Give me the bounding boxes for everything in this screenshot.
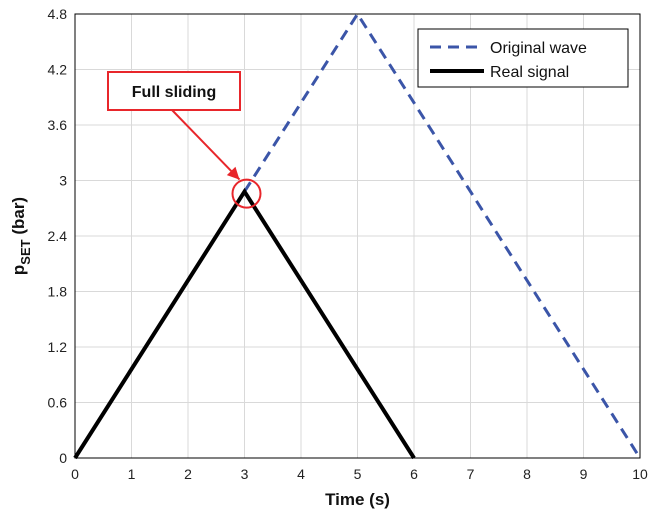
annotation-box	[107, 71, 241, 111]
y-axis-title-main: p	[9, 265, 28, 275]
y-tick-label: 0.6	[48, 395, 68, 411]
x-tick-label: 2	[184, 466, 192, 482]
x-tick-label: 5	[354, 466, 362, 482]
y-tick-label: 1.8	[48, 284, 68, 300]
x-tick-label: 1	[128, 466, 136, 482]
legend-box	[417, 28, 629, 88]
y-axis-ticks: 0 0.6 1.2 1.8 2.4 3 3.6 4.2 4.8	[48, 6, 68, 466]
y-axis-title-unit: (bar)	[9, 197, 28, 240]
legend-label: Original wave	[490, 40, 587, 57]
annotation-label: Full sliding	[132, 84, 216, 101]
y-tick-label: 3.6	[48, 117, 68, 133]
x-axis-ticks: 0 1 2 3 4 5 6 7 8 9 10	[71, 466, 648, 482]
y-tick-label: 4.2	[48, 62, 68, 78]
y-axis-title-subscript: SET	[18, 239, 33, 264]
y-axis-title: pSET (bar)	[9, 197, 33, 275]
legend-label: Real signal	[490, 64, 569, 81]
x-tick-label: 7	[467, 466, 475, 482]
annotation-arrow-head	[226, 166, 240, 180]
y-tick-label: 2.4	[48, 228, 68, 244]
x-tick-label: 0	[71, 466, 79, 482]
x-tick-label: 3	[241, 466, 249, 482]
legend: Original wave Real signal	[417, 28, 629, 88]
y-tick-label: 1.2	[48, 339, 68, 355]
series-line-original-wave	[243, 11, 642, 459]
y-tick-label: 0	[59, 450, 67, 466]
x-tick-label: 6	[410, 466, 418, 482]
x-tick-label: 10	[632, 466, 648, 482]
annotation-arrow-line	[171, 109, 241, 181]
x-tick-label: 4	[297, 466, 305, 482]
x-tick-label: 9	[580, 466, 588, 482]
x-axis-title: Time (s)	[325, 490, 390, 509]
series-line-real-signal	[73, 187, 416, 460]
x-tick-label: 8	[523, 466, 531, 482]
y-tick-label: 4.8	[48, 6, 68, 22]
series-layer	[73, 11, 642, 460]
y-tick-label: 3	[59, 173, 67, 189]
plot-frame	[74, 13, 641, 459]
annotation-circle	[231, 178, 262, 209]
annotation: Full sliding	[107, 71, 262, 209]
